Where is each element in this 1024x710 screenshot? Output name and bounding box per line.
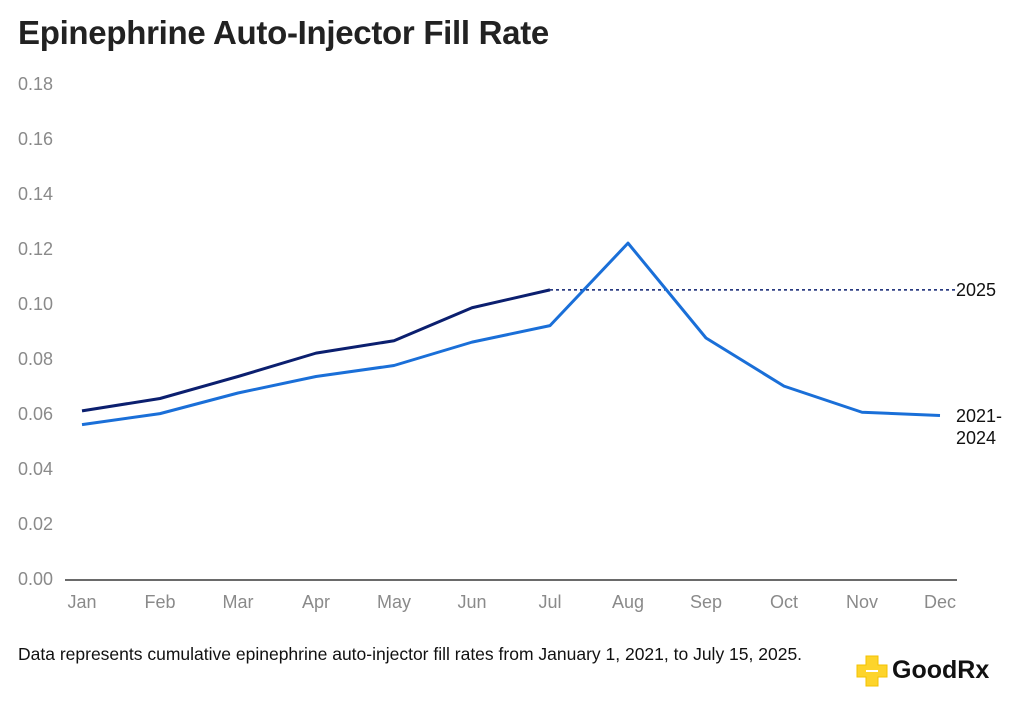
y-tick-label: 0.00	[18, 569, 53, 589]
y-tick-label: 0.16	[18, 129, 53, 149]
x-tick-label: Aug	[612, 592, 644, 612]
series-line	[81, 241, 941, 427]
y-tick-label: 0.10	[18, 294, 53, 314]
y-tick-label: 0.14	[18, 184, 53, 204]
x-tick-label: May	[377, 592, 411, 612]
x-tick-label: Apr	[302, 592, 330, 612]
y-tick-label: 0.06	[18, 404, 53, 424]
x-tick-label: Jul	[538, 592, 561, 612]
y-tick-label: 0.18	[18, 74, 53, 94]
series-label: 2025	[956, 279, 997, 300]
x-tick-label: Sep	[690, 592, 722, 612]
y-tick-label: 0.08	[18, 349, 53, 369]
footnote: Data represents cumulative epinephrine a…	[18, 644, 803, 664]
y-tick-label: 0.04	[18, 459, 53, 479]
x-tick-label: Dec	[924, 592, 956, 612]
x-tick-label: Jun	[457, 592, 486, 612]
brand-logo	[856, 655, 888, 687]
series-line	[81, 288, 551, 413]
brand-name: GoodRx	[892, 656, 990, 684]
x-tick-label: Mar	[223, 592, 254, 612]
x-tick-label: Oct	[770, 592, 798, 612]
y-tick-label: 0.12	[18, 239, 53, 259]
series-label: 2021-2024	[956, 405, 1003, 448]
x-tick-label: Feb	[144, 592, 175, 612]
x-tick-label: Nov	[846, 592, 878, 612]
y-tick-label: 0.02	[18, 514, 53, 534]
chart-title: Epinephrine Auto-Injector Fill Rate	[18, 14, 549, 51]
x-tick-label: Jan	[67, 592, 96, 612]
chart: 0.00 0.02 0.04 0.06 0.08 0.10 0.12 0.14 0.16 0.18…	[18, 74, 957, 612]
